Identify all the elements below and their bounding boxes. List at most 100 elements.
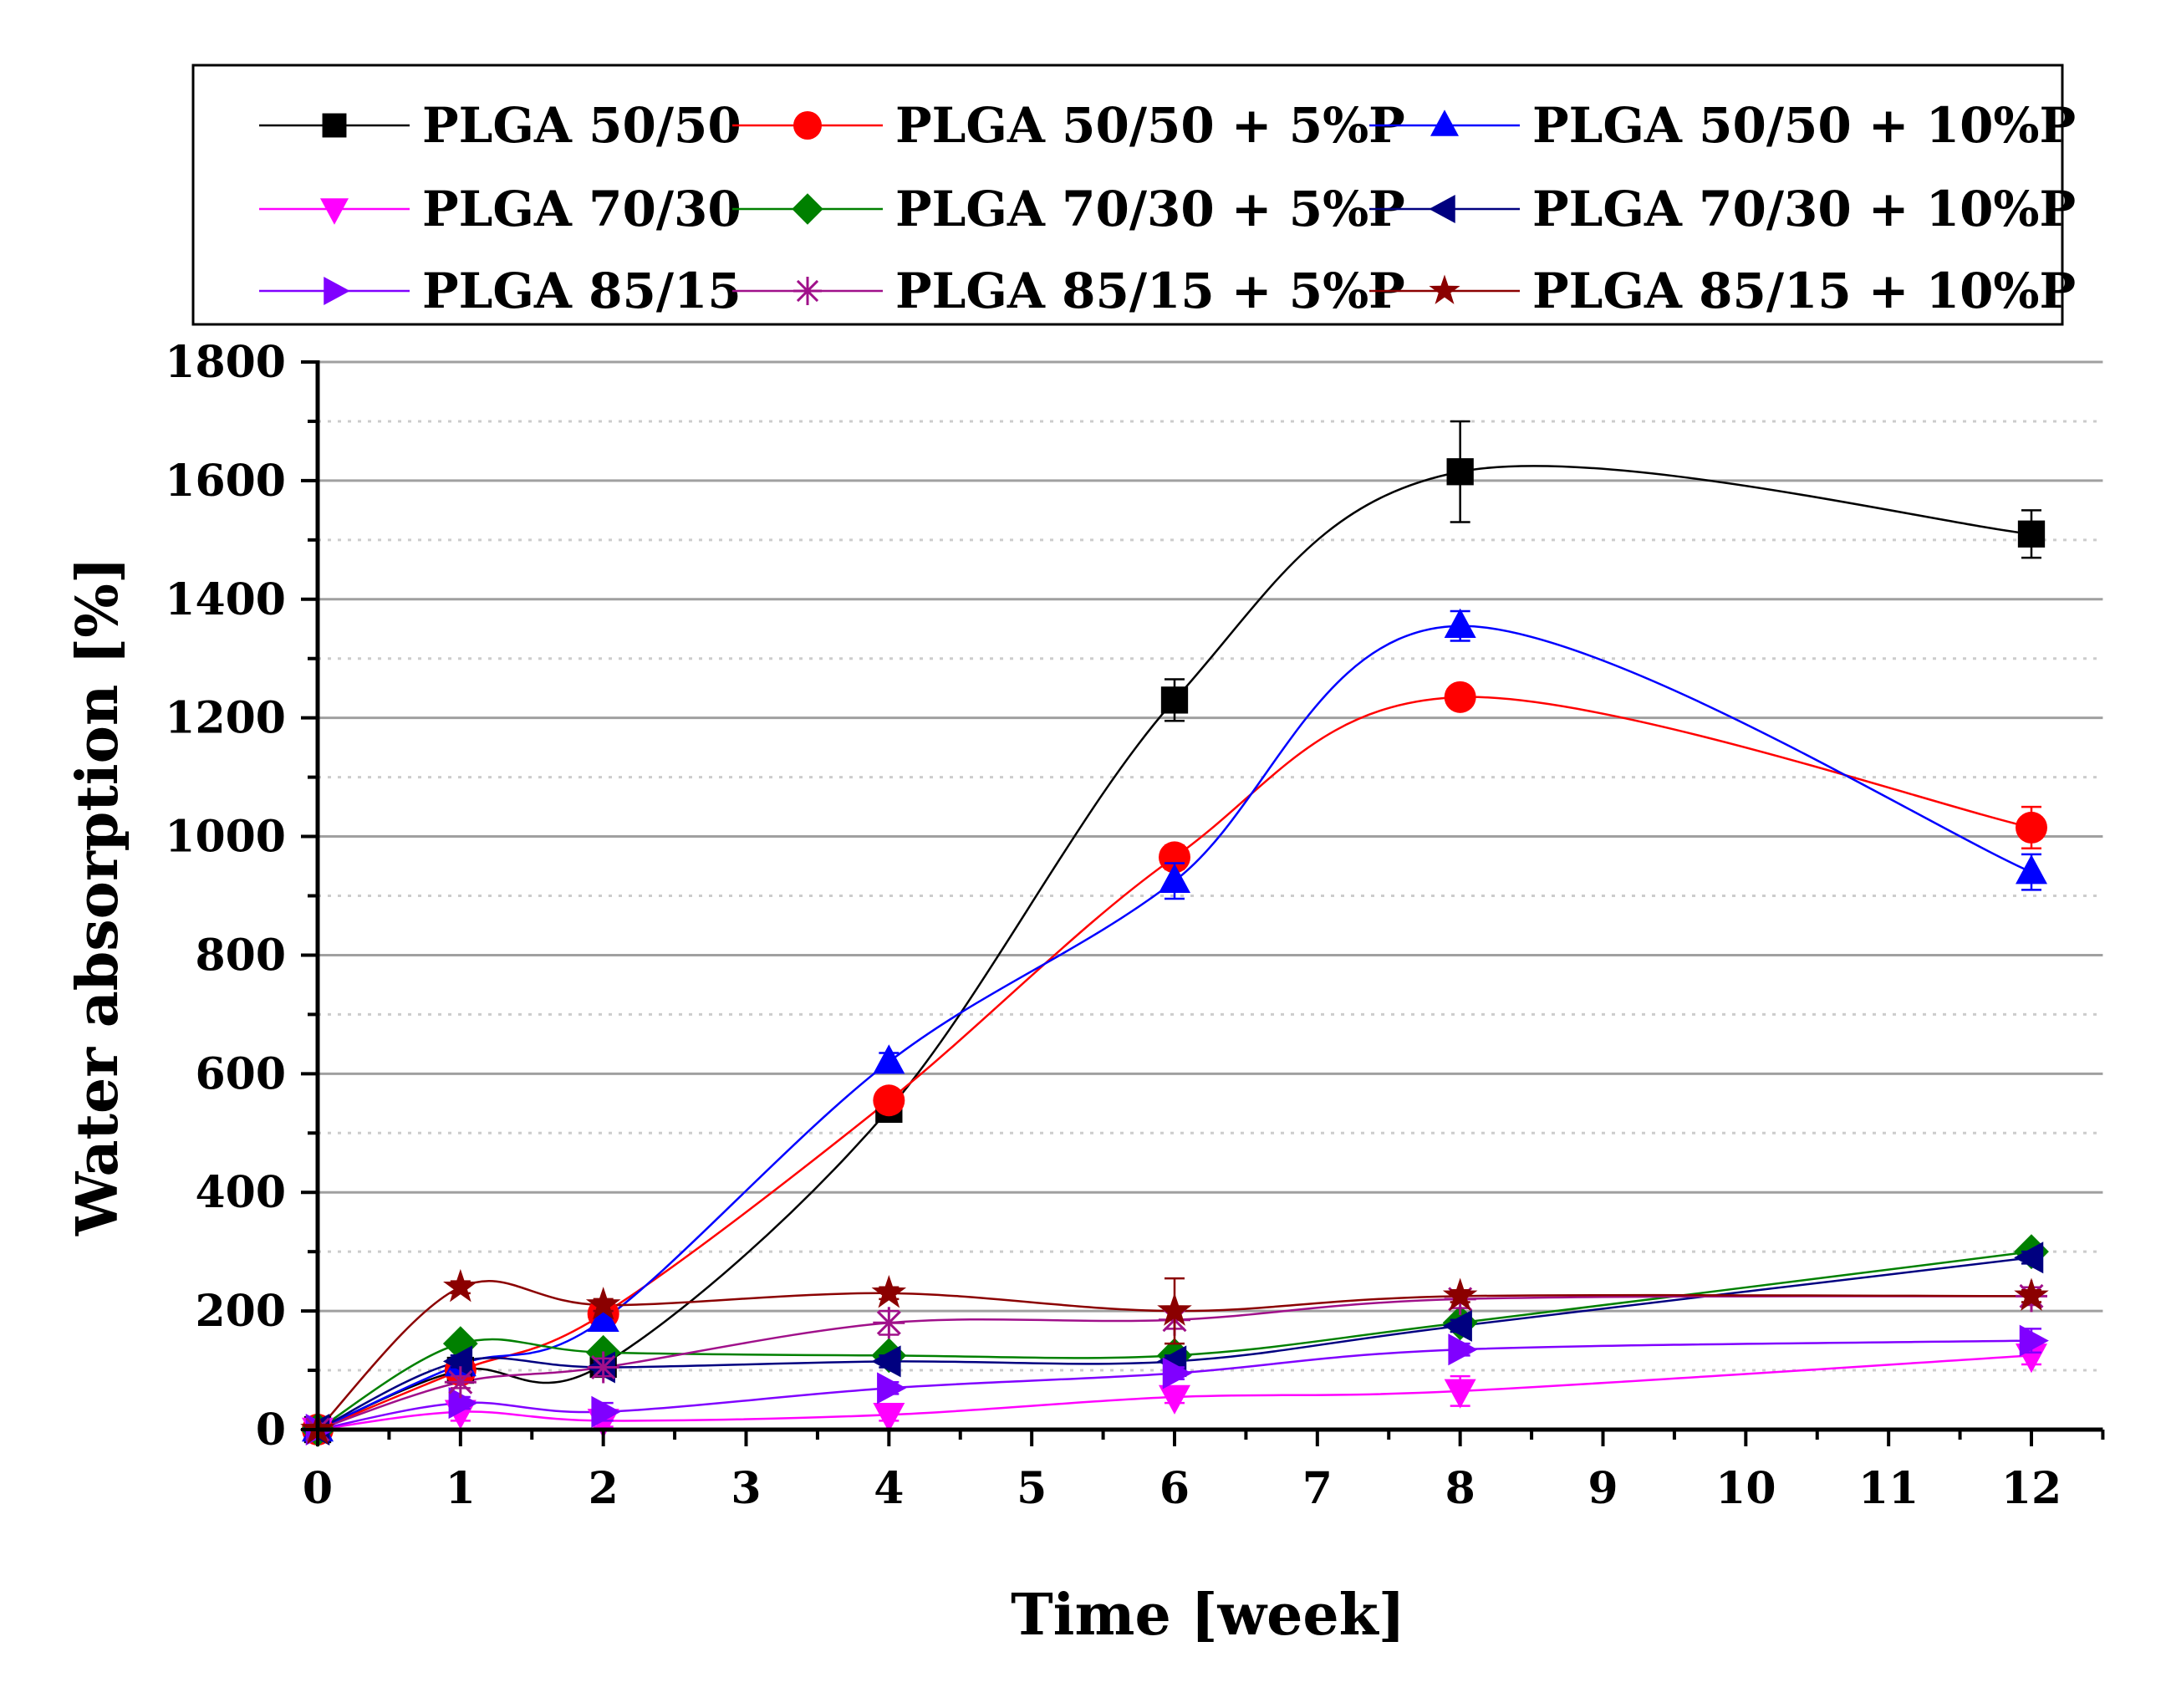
marker-circle	[1444, 681, 1476, 713]
x-axis-label: Time [week]	[1011, 1582, 1405, 1649]
legend-item: PLGA 50/50 + 10%P	[1369, 97, 2076, 154]
marker-triangle-up	[2016, 854, 2047, 885]
series-line	[317, 1354, 2032, 1431]
legend-item: PLGA 85/15 + 10%P	[1369, 263, 2076, 319]
series-line	[317, 1250, 2032, 1431]
y-tick-label: 1600	[165, 456, 286, 507]
marker-triangle-left	[871, 1345, 901, 1378]
marker-asterisk	[873, 1307, 905, 1339]
marker-asterisk	[793, 277, 822, 305]
marker-circle	[1159, 841, 1190, 874]
series-line	[317, 1339, 2032, 1431]
legend-item: PLGA 50/50	[259, 97, 742, 154]
marker-triangle-down	[320, 198, 349, 225]
marker-star	[443, 1268, 478, 1303]
series-line	[317, 1295, 2032, 1431]
legend-item: PLGA 70/30	[259, 181, 742, 237]
x-tick-label: 2	[589, 1463, 619, 1514]
marker-triangle-left	[2014, 1241, 2044, 1274]
marker-triangle-down	[873, 1403, 905, 1433]
legend: PLGA 50/50 PLGA 50/50 + 5%P PLGA 50/50 + 1…	[191, 64, 2076, 326]
legend-label: PLGA 50/50 + 5%P	[895, 97, 1405, 154]
y-tick-label: 200	[195, 1286, 286, 1337]
x-tick-label: 10	[1715, 1463, 1776, 1514]
marker-triangle-up	[1430, 110, 1459, 136]
y-tick-label: 1400	[165, 574, 286, 625]
legend-box	[191, 64, 2064, 326]
marker-star	[585, 1287, 621, 1320]
marker-triangle-down	[1444, 1379, 1476, 1409]
series-curves	[317, 465, 2032, 1431]
legend-item: PLGA 85/15	[259, 263, 742, 319]
y-tick-label: 600	[195, 1048, 286, 1099]
x-tick-label: 9	[1588, 1463, 1618, 1514]
marker-star	[1429, 274, 1460, 304]
marker-star	[1157, 1292, 1192, 1326]
legend-label: PLGA 85/15 + 10%P	[1532, 263, 2076, 319]
legend-label: PLGA 70/30 + 5%P	[895, 181, 1405, 237]
marker-asterisk	[444, 1366, 477, 1399]
marker-triangle-right	[448, 1387, 478, 1420]
asterisk-stroke	[591, 1355, 616, 1380]
marker-square	[1160, 686, 1189, 714]
marker-star	[1442, 1277, 1478, 1312]
series-points	[300, 1268, 2049, 1445]
marker-triangle-right	[1448, 1333, 1478, 1366]
y-axis-label: Water absorption [%]	[64, 557, 131, 1236]
marker-star	[2014, 1277, 2049, 1312]
marker-triangle-up	[587, 1302, 619, 1333]
y-tick-label: 800	[195, 930, 286, 981]
series-line	[317, 1280, 2032, 1430]
marker-triangle-right	[2019, 1324, 2049, 1357]
marker-circle	[873, 1084, 905, 1117]
marker-square	[2017, 520, 2046, 548]
x-tick-label: 11	[1858, 1463, 1919, 1514]
marker-triangle-up	[1159, 863, 1190, 894]
y-tick-label: 1000	[165, 812, 286, 863]
legend-label: PLGA 50/50 + 10%P	[1532, 97, 2076, 154]
legend-item: PLGA 70/30 + 10%P	[1369, 181, 2076, 237]
x-tick-label: 6	[1159, 1463, 1190, 1514]
marker-triangle-left	[1429, 195, 1455, 223]
marker-triangle-up	[1444, 608, 1476, 638]
legend-item: PLGA 50/50 + 5%P	[732, 97, 1405, 154]
x-tick-label: 4	[874, 1463, 904, 1514]
marker-triangle-left	[442, 1345, 473, 1378]
legend-label: PLGA 70/30 + 10%P	[1532, 181, 2076, 237]
marker-triangle-right	[1162, 1357, 1192, 1389]
series-markers	[300, 420, 2049, 1447]
asterisk-stroke	[876, 1310, 901, 1335]
y-tick-label: 1200	[165, 693, 286, 744]
marker-square	[1446, 458, 1474, 486]
y-tick-label: 400	[195, 1167, 286, 1218]
marker-asterisk	[587, 1351, 619, 1384]
marker-circle	[2016, 811, 2047, 844]
marker-triangle-left	[1442, 1309, 1472, 1342]
marker-circle	[793, 111, 822, 140]
legend-label: PLGA 70/30	[422, 181, 742, 237]
asterisk-stroke	[448, 1369, 473, 1394]
marker-triangle-right	[324, 277, 350, 305]
x-tick-label: 8	[1445, 1463, 1475, 1514]
x-tick-label: 0	[303, 1463, 333, 1514]
y-tick-label: 1800	[165, 337, 286, 388]
series-line	[317, 1257, 2032, 1431]
x-tick-label: 5	[1017, 1463, 1047, 1514]
x-tick-label: 1	[446, 1463, 476, 1514]
marker-triangle-right	[877, 1372, 907, 1405]
marker-square	[322, 113, 347, 138]
legend-label: PLGA 50/50	[422, 97, 742, 154]
x-tick-label: 7	[1302, 1463, 1333, 1514]
marker-diamond	[792, 193, 823, 225]
y-tick-label: 0	[256, 1405, 286, 1456]
x-tick-label: 3	[731, 1463, 761, 1514]
asterisk-stroke	[796, 279, 819, 303]
marker-triangle-up	[873, 1044, 905, 1074]
marker-triangle-down	[1159, 1384, 1190, 1415]
legend-label: PLGA 85/15 + 5%P	[895, 263, 1405, 319]
x-tick-label: 12	[2001, 1463, 2062, 1514]
marker-star	[871, 1274, 907, 1308]
grid-lines	[318, 360, 2103, 1372]
